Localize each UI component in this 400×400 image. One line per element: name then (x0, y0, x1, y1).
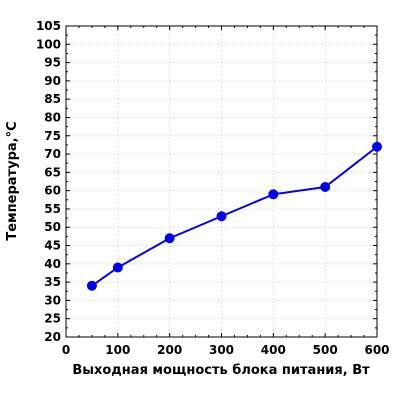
y-tick-label: 75 (44, 129, 61, 143)
y-tick-label: 50 (44, 220, 61, 234)
series-line (91, 145, 378, 287)
x-tick-labels: 0 100 200 300 400 500 600 (62, 343, 390, 357)
data-point (320, 181, 331, 192)
y-tick-label: 40 (44, 257, 61, 271)
x-tick-label: 600 (364, 343, 389, 357)
y-axis-title: Температура,°С (5, 121, 20, 240)
x-axis-title: Выходная мощность блока питания, Вт (72, 363, 370, 378)
y-tick-label: 45 (44, 239, 61, 253)
plot-frame (65, 25, 378, 338)
data-point (112, 262, 123, 273)
y-tick-label: 70 (44, 147, 61, 161)
data-point (372, 141, 382, 152)
y-tick-label: 100 (36, 37, 61, 51)
data-point (86, 280, 97, 291)
grid-lines (66, 26, 377, 337)
data-point (216, 211, 227, 222)
y-tick-label: 95 (44, 56, 61, 70)
y-tick-label: 20 (44, 330, 61, 344)
x-tick-label: 0 (62, 343, 70, 357)
x-tick-label: 300 (209, 343, 234, 357)
x-tick-label: 100 (105, 343, 130, 357)
y-tick-label: 90 (44, 74, 61, 88)
y-tick-label: 60 (44, 184, 61, 198)
y-tick-label: 30 (44, 293, 61, 307)
x-tick-label: 200 (157, 343, 182, 357)
y-tick-label: 85 (44, 92, 61, 106)
y-tick-label: 105 (36, 19, 61, 33)
y-tick-labels: 20 25 30 35 40 45 50 55 60 65 70 75 80 85 90 95 100 105 (36, 19, 61, 344)
x-tick-label: 500 (313, 343, 338, 357)
y-tick-label: 65 (44, 165, 61, 179)
y-tick-label: 35 (44, 275, 61, 289)
data-point (268, 189, 279, 200)
x-tick-label: 400 (261, 343, 286, 357)
series-layer (86, 141, 382, 291)
y-tick-label: 55 (44, 202, 61, 216)
y-tick-label: 80 (44, 110, 61, 124)
y-tick-label: 25 (44, 312, 61, 326)
data-point (164, 233, 175, 244)
